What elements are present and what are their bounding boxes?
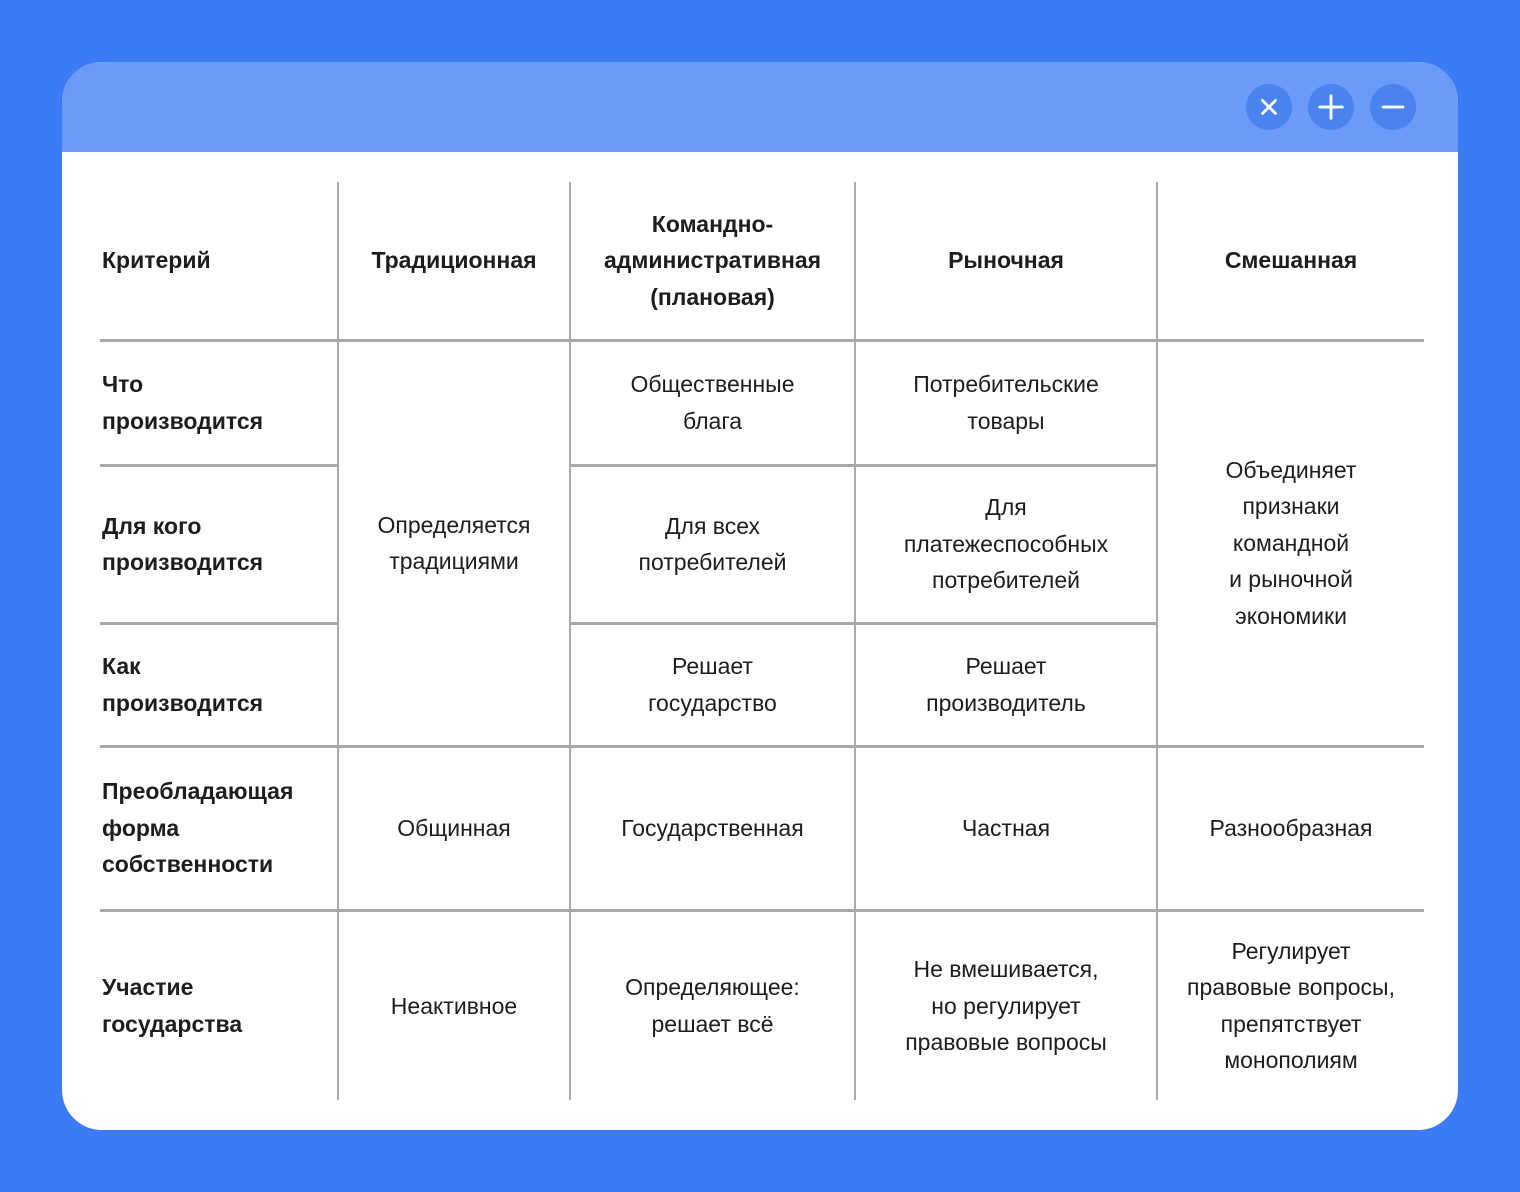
header-row: Критерий Традиционная Командно- админист…: [100, 182, 1424, 342]
zoom-in-button[interactable]: [1308, 84, 1354, 130]
table-container: Критерий Традиционная Командно- админист…: [100, 182, 1424, 1100]
row-label-state-role: Участие государства: [100, 908, 339, 1100]
column-header-criterion: Критерий: [100, 182, 339, 342]
cell-ownership-market: Частная: [854, 744, 1158, 912]
cell-state-role-market: Не вмешивается, но регулирует правовые в…: [854, 908, 1158, 1100]
economic-systems-table: Критерий Традиционная Командно- админист…: [100, 182, 1424, 1100]
cell-state-role-command: Определяющее: решает всё: [569, 908, 856, 1100]
cell-traditional-merged: Определяется традициями: [337, 338, 571, 748]
cell-state-role-traditional: Неактивное: [337, 908, 571, 1100]
column-header-mixed: Смешанная: [1156, 182, 1424, 342]
plus-icon: [1318, 94, 1344, 120]
table-row-what: Что производится Определяется традициями…: [100, 338, 1424, 748]
window-titlebar: [62, 62, 1458, 152]
cell-for-whom-command: Для всех потребителей: [569, 463, 856, 625]
column-header-command: Командно- административная (плановая): [569, 182, 856, 342]
table-row-how: Как производится Решает государство Реша…: [100, 621, 1424, 748]
row-label-for-whom: Для кого производится: [100, 463, 339, 625]
table-row-state-role: Участие государства Неактивное Определяю…: [100, 908, 1424, 1100]
cell-what-command: Общественные блага: [569, 338, 856, 467]
minus-icon: [1381, 105, 1405, 109]
cell-for-whom-market: Для платежеспособных потребителей: [854, 463, 1157, 625]
close-icon: [1261, 99, 1277, 115]
row-label-what: Что производится: [100, 338, 339, 467]
column-header-traditional: Традиционная: [337, 182, 571, 342]
cell-ownership-mixed: Разнообразная: [1156, 744, 1424, 912]
row-label-ownership: Преобладающая форма собственности: [100, 744, 339, 912]
cell-how-market: Решает производитель: [854, 621, 1157, 748]
zoom-out-button[interactable]: [1370, 84, 1416, 130]
close-button[interactable]: [1246, 84, 1292, 130]
column-header-market: Рыночная: [854, 182, 1158, 342]
cell-ownership-command: Государственная: [569, 744, 856, 912]
cell-mixed-merged: Объединяет признаки командной и рыночной…: [1156, 338, 1424, 748]
app-window: Критерий Традиционная Командно- админист…: [62, 62, 1458, 1130]
cell-state-role-mixed: Регулирует правовые вопросы, препятствуе…: [1156, 908, 1424, 1100]
row-label-how: Как производится: [100, 621, 339, 748]
cell-how-command: Решает государство: [569, 621, 856, 748]
table-row-ownership: Преобладающая форма собственности Общинн…: [100, 744, 1424, 912]
cell-what-market: Потребительские товары: [854, 338, 1158, 467]
cell-ownership-traditional: Общинная: [337, 744, 571, 912]
table-row-for-whom: Для кого производится Для всех потребите…: [100, 463, 1424, 625]
